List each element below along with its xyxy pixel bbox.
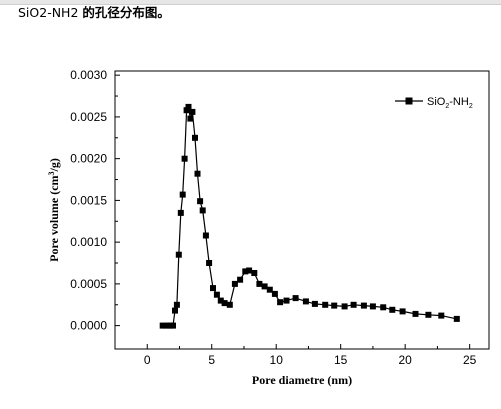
- data-point: [271, 290, 278, 297]
- data-point: [217, 297, 224, 304]
- data-point: [185, 103, 192, 110]
- data-point: [380, 304, 387, 311]
- legend-label: SiO2-NH2: [427, 96, 473, 110]
- data-point: [277, 299, 284, 306]
- figure-caption: SiO2-NH2 的孔径分布图。: [18, 2, 170, 21]
- data-point: [189, 108, 196, 115]
- data-point: [187, 115, 194, 122]
- data-point: [412, 310, 419, 317]
- data-point: [206, 260, 213, 266]
- y-tick-label: 0.0020: [70, 152, 107, 166]
- data-point: [261, 283, 268, 290]
- data-point: [331, 302, 338, 309]
- data-point: [177, 209, 184, 216]
- series-line: [162, 105, 457, 327]
- data-point: [170, 322, 176, 329]
- legend-label-mid: -NH: [449, 96, 469, 108]
- data-point: [292, 295, 299, 302]
- data-point: [163, 322, 170, 329]
- data-point: [302, 298, 309, 305]
- series-markers: [159, 103, 460, 329]
- data-point: [369, 303, 376, 310]
- data-point: [237, 276, 244, 283]
- x-axis: 0 5 10 15 20 25: [144, 344, 477, 367]
- data-point: [221, 300, 228, 307]
- data-point: [266, 286, 273, 293]
- y-tick-label: 0.0030: [70, 68, 107, 82]
- data-point: [202, 232, 209, 239]
- top-rule: [0, 0, 501, 5]
- data-point: [166, 322, 173, 329]
- y-tick-label: 0.0015: [70, 193, 107, 207]
- legend: SiO2-NH2: [395, 96, 473, 110]
- plot-frame: [114, 70, 490, 350]
- x-axis-label: Pore diametre (nm): [252, 373, 352, 387]
- caption-description: 的孔径分布图。: [82, 5, 170, 20]
- legend-label-base: SiO: [427, 96, 446, 108]
- x-tick-label: 15: [334, 353, 348, 367]
- legend-label-sub2: 2: [469, 103, 473, 110]
- data-point: [389, 306, 396, 313]
- data-point: [172, 307, 178, 314]
- data-point: [438, 312, 445, 319]
- data-point: [181, 155, 188, 162]
- data-point: [256, 280, 263, 287]
- data-point: [399, 308, 406, 315]
- y-axis: 0.0000 0.0005 0.0010 0.0015 0.0020 0.0025 0.00…: [70, 68, 120, 333]
- data-point: [179, 191, 186, 198]
- y-tick-label: 0.0010: [70, 235, 107, 249]
- legend-marker: [405, 97, 413, 105]
- x-tick-label: 20: [398, 353, 412, 367]
- data-point: [360, 302, 367, 309]
- data-point: [159, 322, 166, 329]
- data-point: [251, 270, 258, 276]
- data-point: [213, 291, 220, 298]
- y-tick-label: 0.0000: [70, 319, 107, 333]
- y-axis-label-superscript: 3: [47, 171, 56, 175]
- y-axis-label-end: /g): [47, 158, 61, 172]
- y-tick-label: 0.0025: [70, 110, 107, 124]
- data-point: [350, 301, 357, 308]
- caption-material: SiO2-NH2: [18, 5, 83, 20]
- data-point: [311, 300, 318, 307]
- data-point: [210, 285, 216, 292]
- data-point: [199, 207, 206, 214]
- x-tick-label: 10: [270, 353, 284, 367]
- x-tick-label: 0: [144, 353, 151, 367]
- y-axis-label: Pore volume (cm3/g): [47, 158, 61, 262]
- x-tick-label: 5: [208, 353, 215, 367]
- data-point: [194, 170, 201, 177]
- data-point: [197, 198, 204, 205]
- data-point: [341, 303, 348, 310]
- data-point: [175, 251, 182, 258]
- y-axis-label-main: Pore volume (cm: [47, 175, 61, 261]
- data-point: [425, 311, 432, 318]
- data-point: [226, 301, 233, 308]
- data-point: [322, 301, 329, 308]
- data-point: [183, 107, 190, 114]
- data-point: [246, 267, 253, 274]
- x-tick-label: 25: [463, 353, 477, 367]
- data-point: [173, 301, 180, 308]
- data-point: [283, 297, 290, 304]
- data-point: [192, 134, 198, 141]
- data-point: [242, 268, 249, 275]
- data-point: [453, 315, 460, 322]
- y-tick-label: 0.0005: [70, 277, 107, 291]
- data-point: [231, 280, 238, 287]
- legend-label-sub1: 2: [445, 103, 449, 110]
